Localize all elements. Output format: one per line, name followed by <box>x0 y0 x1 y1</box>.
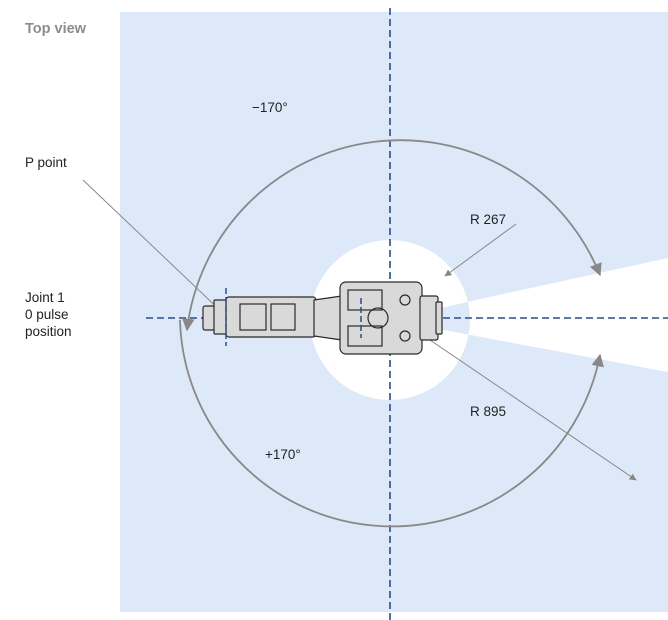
p-point-label: P point <box>25 155 67 170</box>
minus-rotation-arc <box>182 139 602 332</box>
r-outer-label: R 895 <box>470 404 507 419</box>
joint-label-line-2: 0 pulse <box>25 307 69 322</box>
p-point-leader <box>82 179 227 317</box>
joint-label-line-3: position <box>25 324 72 339</box>
minus-angle-label: −170° <box>252 100 288 115</box>
view-title: Top view <box>25 21 86 37</box>
joint-label-line-1: Joint 1 <box>25 290 65 305</box>
plus-rotation-arc <box>179 319 604 528</box>
r-inner-leader <box>444 223 517 277</box>
r-inner-label: R 267 <box>470 212 507 227</box>
work-envelope-zone <box>120 12 668 612</box>
plus-angle-label: +170° <box>265 447 301 462</box>
r-outer-leader <box>429 339 637 481</box>
